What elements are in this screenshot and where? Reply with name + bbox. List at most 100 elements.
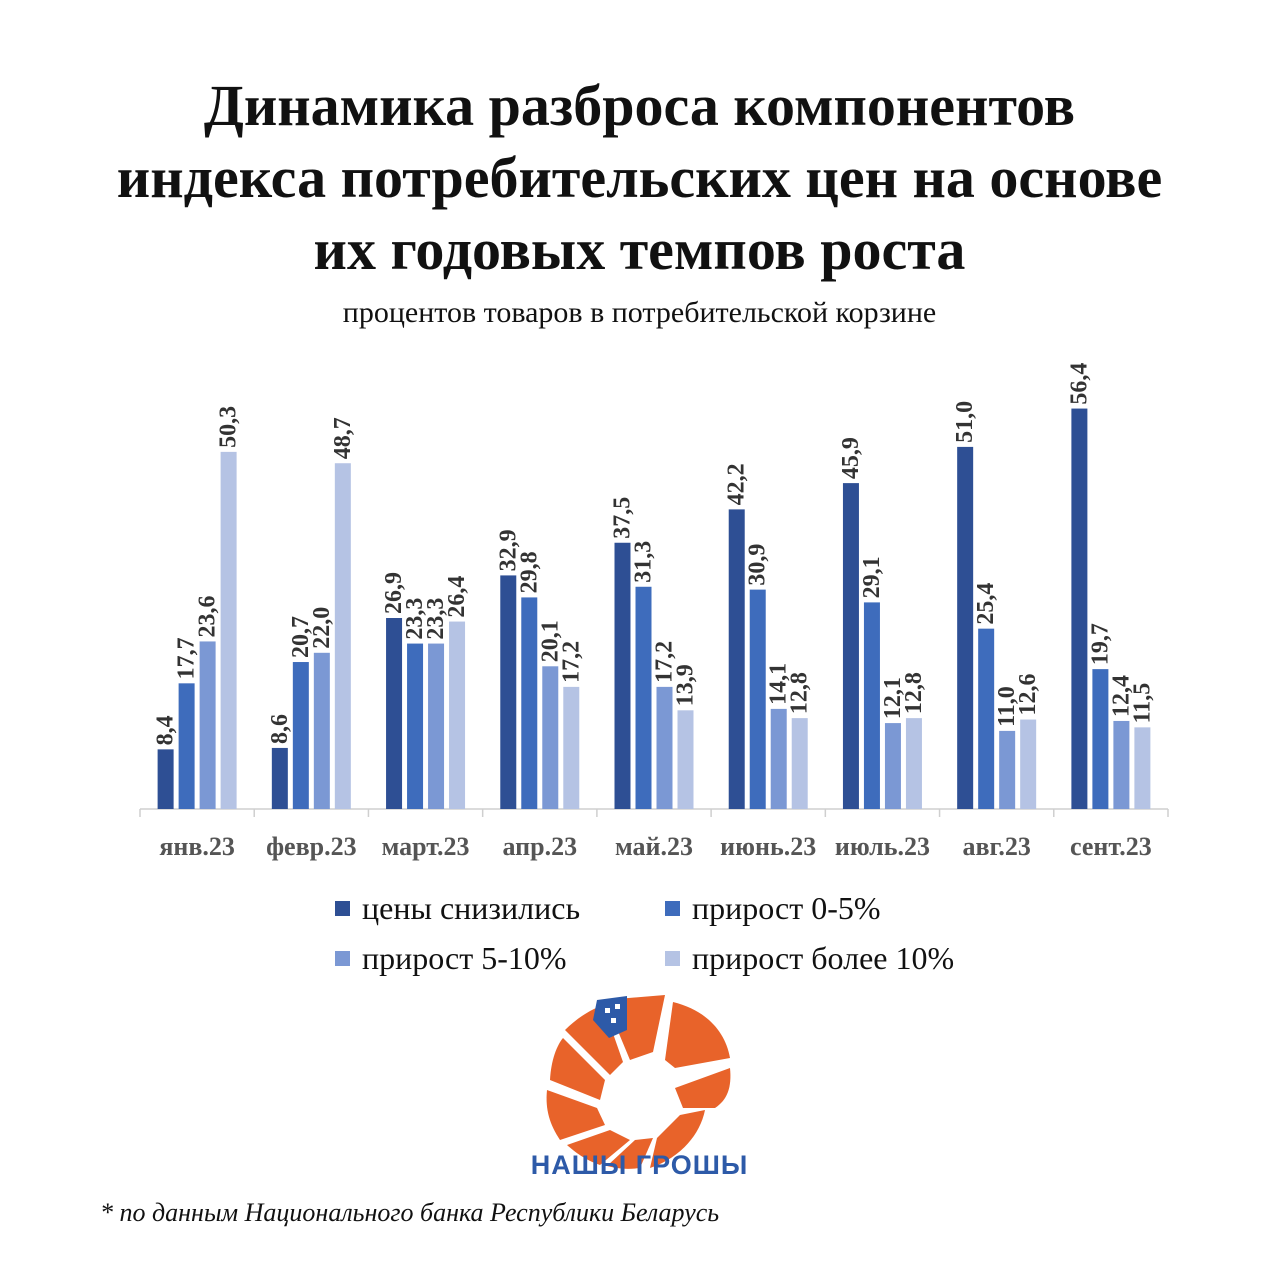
bar [770,708,787,809]
legend-swatch [665,951,680,966]
x-tick-label: авг.23 [962,832,1030,861]
bar [999,730,1016,809]
source-note: * по данным Национального банка Республи… [100,1198,720,1227]
data-label: 29,1 [859,556,885,598]
nashy-groshy-logo [546,995,731,1169]
x-tick-label: март.23 [382,832,470,861]
x-tick-label: сент.23 [1070,832,1152,861]
data-label: 42,2 [724,463,750,505]
legend-item-growth-0-5: прирост 0-5% [665,890,881,927]
legend-label: цены снизились [362,890,581,926]
logo-text: НАШЫ ГРОШЫ [530,1150,749,1180]
data-label: 19,7 [1087,623,1113,665]
data-label: 12,8 [901,672,927,714]
bar [791,718,808,809]
data-label: 17,7 [174,637,200,679]
data-label: 23,3 [423,598,449,640]
bar [449,621,466,809]
bar [1134,727,1151,809]
legend-swatch [335,901,350,916]
x-tick-label: июль.23 [835,832,930,861]
bar [842,483,859,809]
bar [521,597,538,809]
data-label: 29,8 [516,551,542,593]
data-label: 26,9 [381,572,407,614]
legend-label: прирост 5-10% [362,940,567,976]
bar [1020,719,1037,809]
bar [428,643,445,809]
bar-chart: янв.23 8,4 17,723,6 50,3 февр.23 8,6 20,722,0 4… [139,363,1169,861]
data-label: 17,2 [652,641,678,683]
data-label: 13,9 [673,664,699,706]
data-label: 48,7 [330,417,356,459]
bar [334,463,351,809]
bar [313,652,330,809]
data-label: 22,0 [309,607,335,649]
x-tick-label: февр.23 [266,832,357,861]
data-label: 45,9 [838,437,864,479]
chart-subtitle: процентов товаров в потребительской корз… [342,296,937,329]
legend-label: прирост более 10% [692,940,955,976]
bar [1092,669,1109,809]
data-label: 8,4 [153,715,179,745]
bar [1071,408,1088,809]
bar [220,451,237,809]
bar [407,643,424,809]
bar [542,666,559,809]
bar [978,628,995,809]
x-tick-label: янв.23 [159,832,235,861]
data-label: 11,0 [994,686,1020,727]
bar [656,686,673,809]
data-label: 12,6 [1015,674,1041,716]
bar [957,446,974,809]
x-tick-label: апр.23 [502,832,577,861]
data-label: 51,0 [952,401,978,443]
legend-item-growth-over-10: прирост более 10% [665,940,954,977]
data-label: 56,4 [1066,363,1092,405]
title-line-3: их годовых темпов роста [313,217,966,282]
data-label: 12,4 [1108,675,1134,717]
legend-label: прирост 0-5% [692,890,881,926]
data-label: 25,4 [973,583,999,625]
x-tick-label: май.23 [615,832,693,861]
bar [635,586,652,809]
bar [677,710,694,809]
data-label: 20,7 [288,616,314,658]
bar [386,618,403,809]
data-label: 14,1 [766,663,792,705]
bar [614,542,631,809]
bar [884,723,901,809]
bar [157,749,174,809]
x-tick-label: июнь.23 [720,832,816,861]
chart-title: Динамика разброса компонентов индекса по… [0,70,1279,286]
data-label: 17,2 [558,641,584,683]
title-line-1: Динамика разброса компонентов [203,73,1076,138]
data-label: 37,5 [610,497,636,539]
bar [271,747,288,809]
data-label: 12,8 [787,672,813,714]
bar [905,718,922,809]
data-label: 32,9 [495,529,521,571]
data-label: 23,6 [195,595,221,637]
legend-swatch [665,901,680,916]
bar [1113,720,1130,809]
data-label: 23,3 [402,598,428,640]
bar [199,641,216,809]
bar [292,662,309,809]
data-label: 8,6 [267,714,293,744]
data-label: 50,3 [216,406,242,448]
title-line-2: индекса потребительских цен на основе [116,145,1163,210]
bar [563,686,580,809]
bar [500,575,517,809]
data-label: 26,4 [444,576,470,618]
data-label: 12,1 [880,677,906,719]
legend-swatch [335,951,350,966]
data-label: 31,3 [631,541,657,583]
data-label: 11,5 [1129,683,1155,724]
bar [728,509,745,809]
data-label: 30,9 [745,544,771,586]
data-label: 20,1 [537,620,563,662]
bar [863,602,880,809]
bar [178,683,195,809]
legend-item-growth-5-10: прирост 5-10% [335,940,567,977]
